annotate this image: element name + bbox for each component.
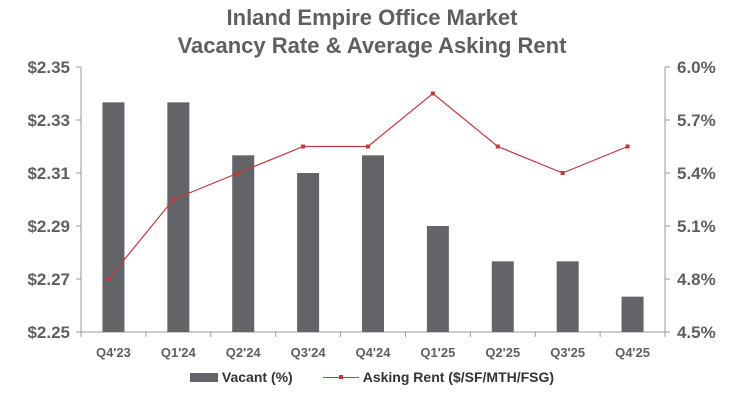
legend-label-asking-rent: Asking Rent ($/SF/MTH/FSG) <box>362 369 555 385</box>
point-asking-rent <box>171 197 176 202</box>
x-tick-label: Q2'25 <box>485 345 520 360</box>
legend: Vacant (%) Asking Rent ($/SF/MTH/FSG) <box>0 369 744 385</box>
right-tick-label: 5.7% <box>677 111 716 130</box>
left-tick-label: $2.33 <box>27 111 70 130</box>
right-tick-label: 5.4% <box>677 164 716 183</box>
left-tick-label: $2.27 <box>27 270 70 289</box>
legend-swatch-bar <box>189 372 218 382</box>
x-tick-label: Q4'25 <box>615 345 650 360</box>
point-asking-rent <box>560 171 565 175</box>
x-tick-label: Q2'24 <box>226 345 262 360</box>
legend-swatch-line <box>322 372 359 382</box>
bar-vacant <box>362 155 384 332</box>
x-tick-label: Q1'25 <box>420 345 455 360</box>
bar-vacant <box>102 102 125 332</box>
left-tick-label: $2.25 <box>27 323 70 342</box>
bar-vacant <box>297 173 320 332</box>
title-line-2: Vacancy Rate & Average Asking Rent <box>177 33 567 58</box>
bar-vacant <box>491 261 514 332</box>
x-tick-label: Q4'23 <box>96 345 131 360</box>
x-tick-label: Q1'24 <box>161 345 197 360</box>
right-tick-label: 4.5% <box>677 323 716 342</box>
chart-title: Inland Empire Office Market Vacancy Rate… <box>0 4 744 60</box>
legend-item-vacant: Vacant (%) <box>189 369 293 385</box>
x-tick-label: Q3'24 <box>291 345 327 360</box>
point-asking-rent <box>366 144 370 149</box>
left-tick-label: $2.35 <box>27 58 70 77</box>
right-tick-label: 6.0% <box>677 58 716 77</box>
point-asking-rent <box>430 91 435 96</box>
left-tick-label: $2.29 <box>27 217 70 236</box>
point-asking-rent <box>625 144 630 149</box>
left-tick-label: $2.31 <box>27 164 70 183</box>
point-asking-rent <box>106 277 111 281</box>
point-asking-rent <box>495 144 500 149</box>
bar-vacant <box>167 102 190 332</box>
legend-item-asking-rent: Asking Rent ($/SF/MTH/FSG) <box>322 369 555 385</box>
point-asking-rent <box>301 144 306 149</box>
bar-vacant <box>621 296 644 332</box>
title-line-1: Inland Empire Office Market <box>226 5 518 30</box>
right-tick-label: 4.8% <box>677 270 716 289</box>
point-asking-rent <box>236 171 241 175</box>
right-tick-label: 5.1% <box>677 217 716 236</box>
bar-vacant <box>426 226 449 332</box>
bar-vacant <box>556 261 579 332</box>
x-tick-label: Q3'25 <box>550 345 585 360</box>
legend-label-vacant: Vacant (%) <box>221 369 293 385</box>
x-tick-label: Q4'24 <box>356 345 392 360</box>
bar-vacant <box>232 155 255 332</box>
